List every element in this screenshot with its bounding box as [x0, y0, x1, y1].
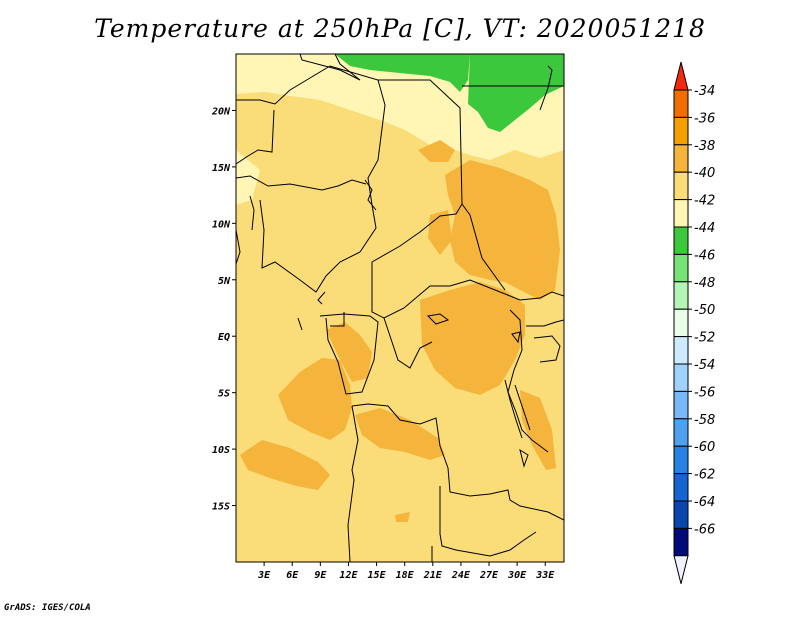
- temp-contour-38-center: [420, 282, 525, 395]
- colorbar-box: [673, 226, 689, 255]
- colorbar-box: [673, 527, 689, 557]
- colorbar-box: [673, 171, 689, 201]
- temp-contour-42-west: [236, 150, 260, 205]
- colorbar-label: -60: [694, 440, 715, 455]
- colorbar-box: [673, 89, 689, 118]
- colorbar-label: -42: [694, 194, 715, 209]
- lat-tick-label: 15N: [212, 163, 231, 174]
- colorbar-label: -64: [694, 495, 715, 510]
- colorbar-box: [673, 418, 689, 447]
- lon-tick-label: 33E: [535, 570, 555, 581]
- lat-tick-label: 10S: [212, 445, 230, 456]
- colorbar-label: -58: [694, 413, 715, 428]
- colorbar-box: [673, 281, 689, 310]
- lon-tick-label: 30E: [507, 570, 527, 581]
- temp-contour-38-west-central: [278, 358, 352, 440]
- colorbar-label: -66: [694, 522, 715, 537]
- temp-contour-38-south-central: [355, 408, 445, 460]
- latitude-axis: 20N 15N 10N 5N EQ 5S 10S 15S: [211, 106, 236, 513]
- colorbar-box: [673, 308, 689, 338]
- colorbar-box: [673, 116, 689, 146]
- lat-tick-label: 5S: [218, 389, 230, 400]
- temp-contour-44-n: [335, 54, 470, 92]
- lat-tick-label: 10N: [212, 219, 231, 230]
- grads-credit: GrADS: IGES/COLA: [4, 603, 91, 613]
- colorbar-box: [673, 390, 689, 420]
- lat-tick-label: 20N: [211, 106, 231, 117]
- colorbar-label: -44: [694, 221, 715, 236]
- map-frame: [235, 53, 565, 563]
- colorbar-label: -54: [694, 358, 715, 373]
- temp-contour-44-ne: [468, 54, 564, 132]
- colorbar-box: [673, 363, 689, 392]
- lon-tick-label: 24E: [451, 570, 471, 581]
- lon-tick-label: 21E: [423, 570, 443, 581]
- colorbar-label: -40: [694, 166, 715, 181]
- lat-tick-label: 15S: [212, 502, 230, 513]
- longitude-axis: 3E 6E 9E 12E 15E 18E 21E 24E 27E 30E 33E: [257, 562, 555, 581]
- colorbar-label: -50: [694, 303, 715, 318]
- lon-tick-label: 9E: [314, 570, 327, 581]
- lat-tick-label: 5N: [218, 276, 231, 287]
- country-borders: [236, 54, 564, 562]
- colorbar-label: -46: [694, 248, 715, 263]
- lon-tick-label: 15E: [368, 570, 387, 581]
- lon-tick-label: 27E: [479, 570, 499, 581]
- lon-tick-label: 12E: [339, 570, 358, 581]
- colorbar-label: -56: [694, 385, 715, 400]
- colorbar-box: [673, 500, 689, 529]
- map-title: Temperature at 250hPa [C], VT: 202005121…: [94, 14, 706, 43]
- colorbar-arrow-bottom: [673, 555, 689, 584]
- lon-tick-label: 6E: [286, 570, 299, 581]
- temp-contour-38-gabon: [326, 322, 372, 382]
- colorbar-label: -48: [694, 276, 715, 291]
- colorbar-label: -34: [694, 84, 715, 99]
- temp-contour-38-lakes: [520, 390, 556, 470]
- colorbar-label: -36: [694, 111, 715, 126]
- lat-tick-label: EQ: [218, 332, 230, 343]
- temp-contour-38-east: [445, 160, 560, 300]
- temp-contour-38-small-2: [395, 512, 410, 522]
- colorbar-box: [673, 199, 689, 228]
- lon-tick-label: 3E: [257, 570, 271, 581]
- water-features: [297, 291, 531, 468]
- lon-tick-label: 18E: [396, 570, 415, 581]
- colorbar-arrow-top: [673, 61, 689, 91]
- colorbar-box: [673, 336, 689, 365]
- colorbar-box: [673, 473, 689, 502]
- colorbar-label: -52: [694, 331, 715, 346]
- colorbar-label: -38: [694, 139, 715, 154]
- temp-contour-38-southwest: [240, 440, 330, 490]
- temp-contour-38-nw: [418, 140, 455, 162]
- colorbar-box: [673, 445, 689, 475]
- colorbar-box: [673, 144, 689, 173]
- colorbar-label: -62: [694, 468, 715, 483]
- map-panel: [235, 53, 565, 563]
- colorbar-box: [673, 253, 689, 283]
- colorbar: -34 -36 -38 -40 -42 -44 -46 -48 -50 -52 -54 -56 -58 -…: [673, 61, 715, 584]
